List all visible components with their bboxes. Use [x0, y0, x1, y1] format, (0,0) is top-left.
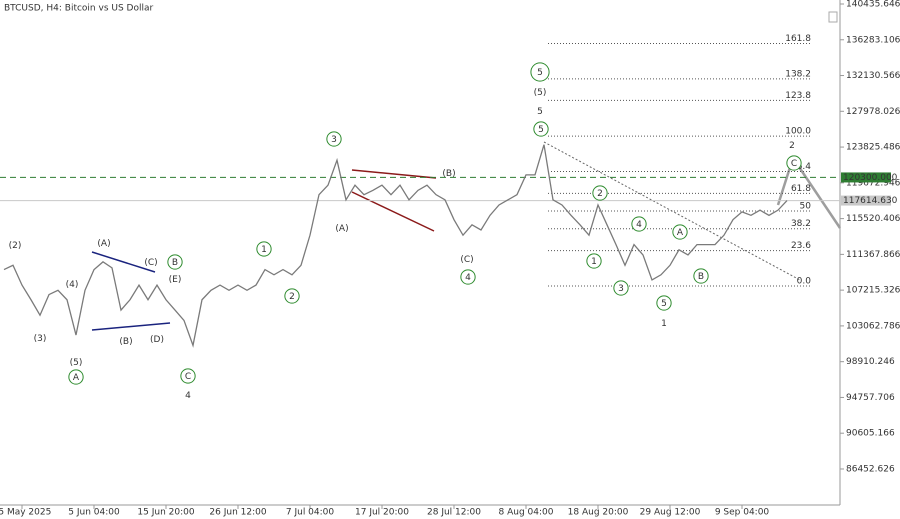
wave-label: 1 — [261, 245, 267, 255]
y-tick-label: 140435.646 — [846, 0, 900, 9]
fib-label: 161.8 — [785, 34, 811, 44]
wave-label: (5) — [70, 358, 83, 368]
fib-label: 38.2 — [791, 219, 811, 229]
wave-label: C — [185, 372, 191, 382]
wave-circle — [256, 241, 272, 257]
wave-label: 2 — [289, 292, 295, 302]
wave-label: (B) — [442, 169, 455, 179]
fib-label: 138.2 — [785, 69, 811, 79]
x-tick-label: 7 Jul 04:00 — [286, 508, 335, 518]
wave-label: 2 — [597, 189, 603, 199]
wave-label: (C) — [144, 258, 157, 268]
x-tick-label: 28 Jul 12:00 — [427, 508, 481, 518]
x-tick-label: 8 Aug 04:00 — [499, 508, 554, 518]
price-label: 120300.000 — [843, 173, 898, 183]
wave-circle — [693, 268, 709, 284]
y-tick-label: 123825.486 — [846, 143, 900, 153]
wave-label: 5 — [661, 299, 667, 309]
y-tick-label: 132130.566 — [846, 71, 900, 81]
wave-circle — [180, 368, 196, 384]
y-tick-label: 103062.786 — [846, 321, 900, 331]
x-tick-label: 18 Aug 20:00 — [568, 508, 629, 518]
wave-circle — [326, 131, 342, 147]
wave-label: (E) — [169, 275, 182, 285]
wave-label: (B) — [119, 337, 132, 347]
wave-label: (C) — [460, 255, 473, 265]
x-tick-label: 26 Jun 12:00 — [209, 508, 266, 518]
wave-circle — [167, 254, 183, 270]
wave-circle — [530, 62, 550, 82]
price-label-box — [841, 172, 891, 183]
y-tick-label: 127978.026 — [846, 107, 900, 117]
wave-label: (A) — [97, 239, 110, 249]
y-tick-label: 107215.326 — [846, 286, 900, 296]
trend-line — [351, 169, 437, 179]
wave-circle — [656, 295, 672, 311]
wave-circle — [592, 185, 608, 201]
wave-circle — [672, 224, 688, 240]
wave-label: 5 — [537, 68, 543, 78]
price-label: 117614.630 — [843, 196, 898, 206]
scroll-icon[interactable] — [828, 11, 838, 23]
trend-line — [351, 191, 435, 232]
wave-label: (5) — [534, 88, 547, 98]
y-tick-label: 94757.706 — [846, 393, 895, 403]
wave-label: (4) — [66, 280, 79, 290]
wave-label: B — [698, 272, 704, 282]
y-tick-label: 115520.406 — [846, 214, 900, 224]
fib-label: 76.4 — [791, 162, 811, 172]
wave-label: 2 — [789, 141, 795, 151]
y-tick-label: 90605.166 — [846, 429, 895, 439]
wave-label: 5 — [537, 107, 543, 117]
wave-circle — [533, 121, 549, 137]
fib-label: 123.8 — [785, 91, 811, 101]
wave-circle — [68, 369, 84, 385]
wave-label: A — [677, 228, 684, 238]
fib-label: 23.6 — [791, 241, 811, 251]
wave-label: (D) — [150, 335, 164, 345]
x-tick-label: 25 May 2025 — [0, 508, 51, 518]
wave-label: 4 — [636, 220, 642, 230]
y-tick-label: 98910.246 — [846, 357, 895, 367]
y-tick-label: 136283.106 — [846, 35, 900, 45]
wave-label: B — [172, 258, 178, 268]
wave-label: 5 — [538, 125, 544, 135]
x-tick-label: 15 Jun 20:00 — [137, 508, 194, 518]
x-tick-label: 9 Sep 04:00 — [715, 508, 770, 518]
trend-line — [91, 322, 171, 331]
wave-circle — [786, 155, 802, 171]
wave-label: (2) — [9, 241, 22, 251]
wave-circle — [284, 288, 300, 304]
x-tick-label: 17 Jul 20:00 — [355, 508, 409, 518]
wave-label: 3 — [618, 284, 624, 294]
price-line-series — [3, 144, 788, 348]
wave-circle — [631, 216, 647, 232]
wave-label: 3 — [331, 135, 337, 145]
fib-label: 0.0 — [797, 276, 812, 286]
wave-circle — [586, 253, 602, 269]
wave-circle — [460, 269, 476, 285]
wave-label: 1 — [591, 257, 597, 267]
fib-label: 61.8 — [791, 184, 811, 194]
wave-label: 1 — [661, 319, 667, 329]
chart-title: BTCUSD, H4: Bitcoin vs US Dollar — [4, 4, 153, 14]
x-tick-label: 29 Aug 12:00 — [640, 508, 701, 518]
wave-label: C — [791, 159, 797, 169]
trend-line — [91, 251, 156, 273]
wave-label: (3) — [34, 334, 47, 344]
y-tick-label: 119672.946 — [846, 178, 900, 188]
wave-circle — [613, 280, 629, 296]
fib-label: 50 — [800, 202, 812, 212]
price-label-box — [841, 195, 891, 206]
wave-label: 4 — [465, 273, 471, 283]
y-tick-label: 111367.866 — [846, 250, 900, 260]
wave-label: A — [73, 373, 80, 383]
y-tick-label: 86452.626 — [846, 464, 895, 474]
x-tick-label: 5 Jun 04:00 — [68, 508, 120, 518]
wave-label: (A) — [335, 224, 348, 234]
fib-label: 100.0 — [785, 127, 811, 137]
wave-label: 4 — [185, 391, 191, 401]
